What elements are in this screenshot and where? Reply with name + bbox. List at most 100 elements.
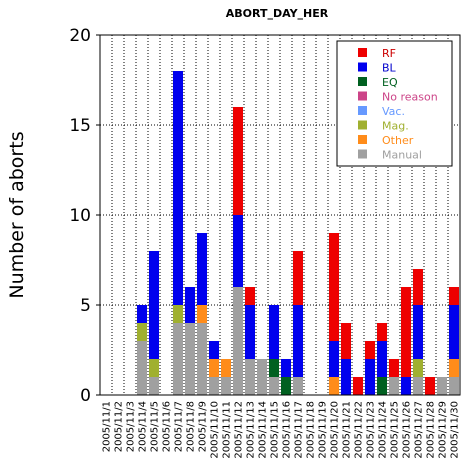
- bar-segment-rf: [341, 323, 351, 359]
- bar-segment-other: [329, 377, 339, 395]
- legend-label: EQ: [382, 76, 398, 89]
- legend-box: [336, 40, 453, 167]
- y-tick-label: 20: [69, 26, 91, 46]
- bar-segment-other: [221, 359, 231, 377]
- x-tick-label: 2005/11/28: [426, 401, 437, 459]
- x-tick-label: 2005/11/13: [246, 401, 257, 459]
- x-tick-label: 2005/11/18: [306, 401, 317, 459]
- bar-segment-rf: [233, 107, 243, 215]
- x-tick-label: 2005/11/11: [222, 401, 233, 459]
- bar-segment-bl: [449, 305, 459, 359]
- bar-segment-manual: [173, 323, 183, 395]
- bar-segment-eq: [281, 377, 291, 395]
- x-tick-label: 2005/11/4: [138, 401, 149, 452]
- bar-segment-mag: [137, 323, 147, 341]
- x-tick-label: 2005/11/27: [414, 401, 425, 459]
- bar-segment-bl: [281, 359, 291, 377]
- bar-segment-manual: [437, 377, 447, 395]
- bar-segment-bl: [413, 305, 423, 359]
- bar-segment-manual: [293, 377, 303, 395]
- y-tick-layer: 0 5 10 15 20: [69, 26, 100, 406]
- x-tick-label: 2005/11/21: [342, 401, 353, 459]
- x-tick-label: 2005/11/10: [210, 401, 221, 459]
- bar-segment-manual: [233, 287, 243, 395]
- legend-swatch: [358, 149, 367, 159]
- bar-segment-manual: [269, 377, 279, 395]
- legend-swatch: [358, 77, 367, 86]
- x-tick-label: 2005/11/26: [402, 401, 413, 459]
- bar-segment-other: [209, 359, 219, 377]
- bar-segment-bl: [269, 305, 279, 359]
- legend-swatch: [358, 106, 367, 115]
- bar-segment-rf: [413, 269, 423, 305]
- legend-swatch: [358, 62, 367, 72]
- legend-swatch: [358, 91, 367, 101]
- chart-title: ABORT_DAY_HER: [226, 7, 329, 20]
- bar-segment-bl: [233, 215, 243, 287]
- bar-segment-manual: [209, 377, 219, 395]
- bar-segment-bl: [137, 305, 147, 323]
- bar-segment-rf: [425, 377, 435, 395]
- bar-segment-mag: [413, 359, 423, 377]
- bar-segment-bl: [329, 341, 339, 377]
- bar-segment-bl: [185, 287, 195, 323]
- x-tick-label: 2005/11/15: [270, 401, 281, 459]
- legend-label: BL: [382, 62, 397, 75]
- x-tick-label: 2005/11/14: [258, 401, 269, 459]
- bar-segment-bl: [149, 251, 159, 359]
- bar-segment-manual: [257, 359, 267, 395]
- x-tick-label: 2005/11/2: [114, 401, 125, 452]
- legend-swatch: [358, 48, 367, 57]
- x-tick-label: 2005/11/20: [330, 401, 341, 459]
- y-axis-label: Number of aborts: [6, 131, 28, 298]
- x-tick-label: 2005/11/17: [294, 401, 305, 459]
- x-tick-label: 2005/11/19: [318, 401, 329, 459]
- legend-label: Vac.: [382, 105, 405, 118]
- x-tick-label: 2005/11/6: [162, 401, 173, 452]
- bar-segment-bl: [197, 233, 207, 305]
- bar-segment-manual: [413, 377, 423, 395]
- bar-segment-manual: [197, 323, 207, 395]
- x-tick-label: 2005/11/7: [174, 401, 185, 452]
- x-tick-label: 2005/11/3: [126, 401, 137, 452]
- bar-segment-manual: [389, 377, 399, 395]
- bar-segment-eq: [269, 359, 279, 377]
- y-tick-label: 5: [80, 296, 91, 316]
- x-tick-label: 2005/11/8: [186, 401, 197, 452]
- legend-label: Manual: [382, 149, 422, 162]
- bar-segment-rf: [365, 341, 375, 359]
- x-tick-label: 2005/11/24: [378, 401, 389, 459]
- bar-segment-rf: [389, 359, 399, 377]
- bar-layer: [137, 71, 459, 395]
- x-tick-label: 2005/11/16: [282, 401, 293, 459]
- legend-swatch: [358, 135, 367, 144]
- grid-layer: [100, 35, 460, 395]
- bar-segment-bl: [341, 359, 351, 395]
- bar-segment-manual: [245, 359, 255, 395]
- bar-segment-rf: [401, 287, 411, 377]
- x-tick-label: 2005/11/23: [366, 401, 377, 459]
- bar-segment-bl: [377, 341, 387, 377]
- bar-segment-rf: [293, 251, 303, 305]
- bar-segment-manual: [149, 377, 159, 395]
- y-tick-label: 0: [80, 386, 91, 406]
- legend-label: Mag.: [382, 120, 409, 133]
- bar-segment-bl: [365, 359, 375, 395]
- bar-segment-manual: [185, 323, 195, 395]
- legend-label: Other: [382, 134, 414, 147]
- bar-segment-bl: [293, 305, 303, 377]
- x-tick-label: 2005/11/5: [150, 401, 161, 452]
- bar-segment-rf: [329, 233, 339, 341]
- bar-segment-rf: [449, 287, 459, 305]
- bar-segment-bl: [209, 341, 219, 359]
- bar-segment-rf: [245, 287, 255, 305]
- bar-segment-manual: [449, 377, 459, 395]
- bar-segment-mag: [149, 359, 159, 377]
- bar-segment-other: [197, 305, 207, 323]
- x-tick-label: 2005/11/1: [102, 401, 113, 452]
- bar-segment-bl: [245, 305, 255, 359]
- bar-segment-rf: [377, 323, 387, 341]
- bar-segment-eq: [377, 377, 387, 395]
